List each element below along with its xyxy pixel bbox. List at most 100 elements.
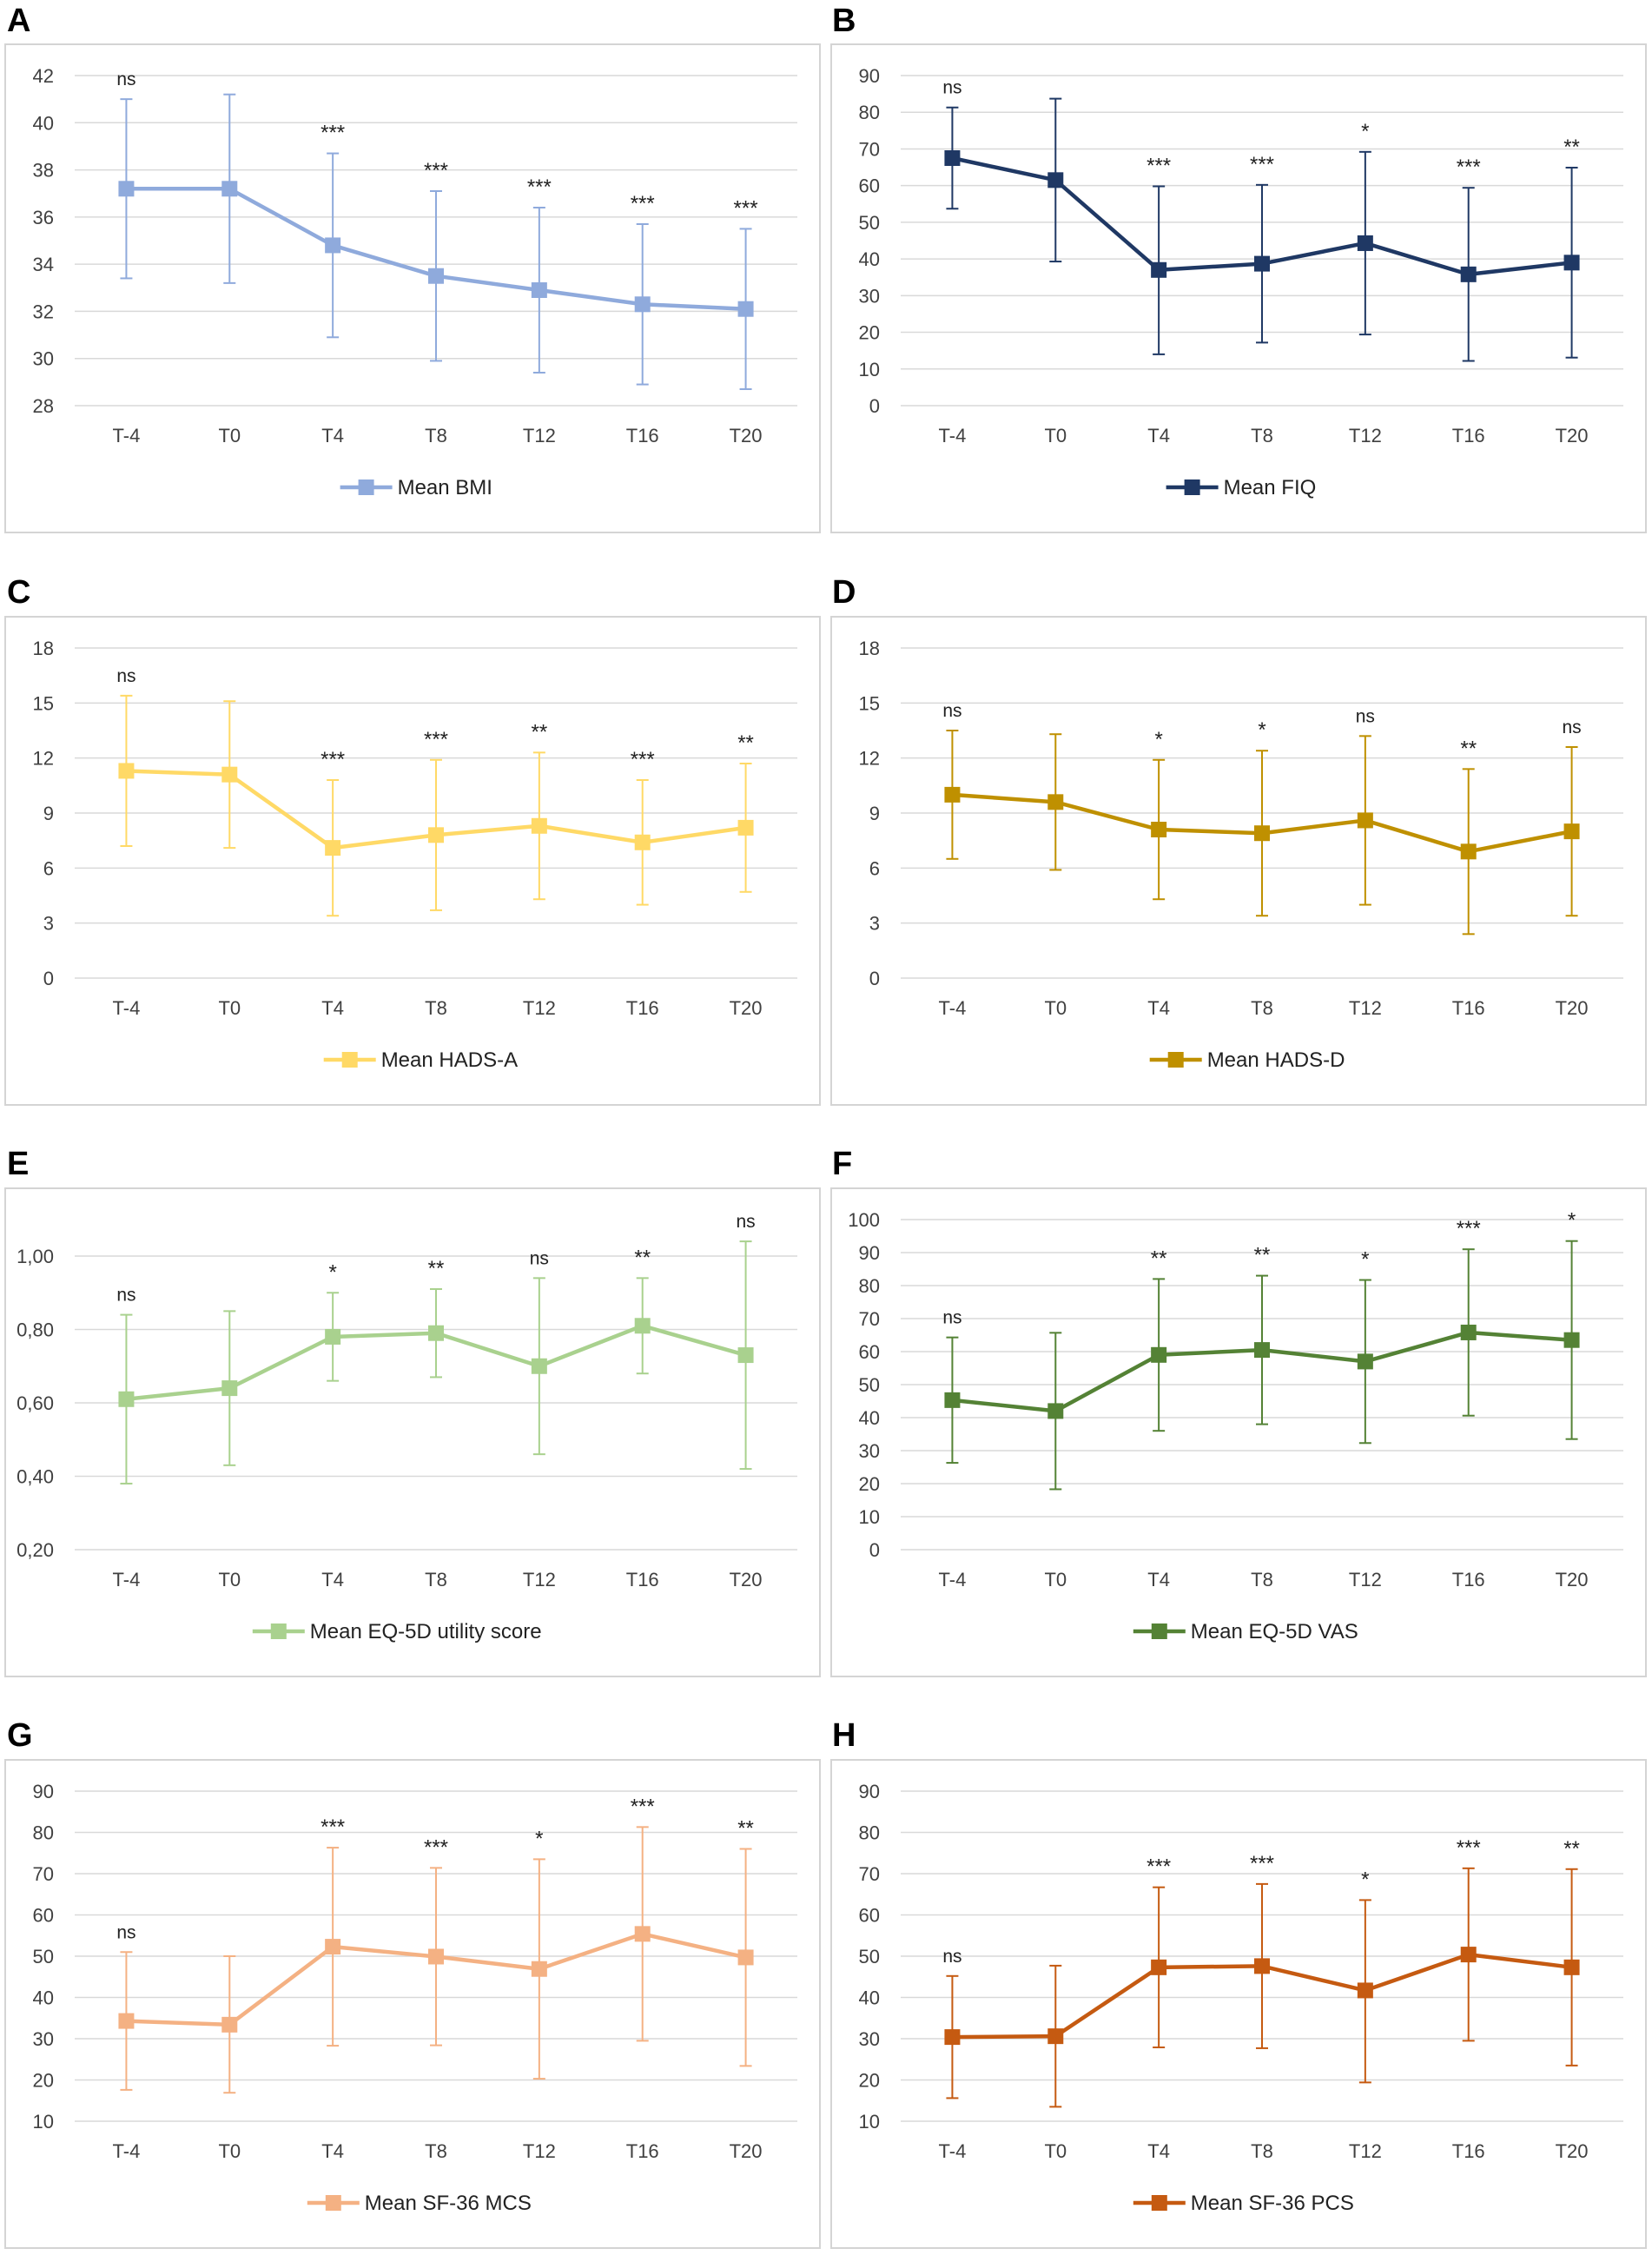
x-tick-label: T0 bbox=[1044, 425, 1067, 446]
significance-label: *** bbox=[631, 192, 655, 215]
significance-label: ** bbox=[737, 731, 754, 755]
data-point-marker bbox=[221, 181, 238, 197]
panel-E: E 0,20 0,40 0,60 0,80 1,00 T-4 T0 T4 T8 T12 T16 T20 n… bbox=[4, 1146, 821, 1677]
data-point-marker bbox=[634, 296, 651, 313]
legend-label: Mean HADS-D bbox=[1207, 1048, 1345, 1072]
data-point-marker bbox=[428, 827, 444, 843]
x-tick-label: T4 bbox=[321, 425, 344, 446]
panel-F: F 0 10 20 30 40 50 60 70 80 90 100 T-4 T0 T4 T8 T12 T16 T2… bbox=[830, 1146, 1647, 1677]
data-point-marker bbox=[1047, 2028, 1064, 2045]
x-tick-label: T4 bbox=[1147, 997, 1170, 1019]
panel-B: B 0 10 20 30 40 50 60 70 80 90 T-4 T0 T4 T8 T12 T16 T20 ns… bbox=[830, 3, 1647, 533]
y-tick-label: 60 bbox=[859, 1905, 880, 1927]
data-point-marker bbox=[428, 268, 444, 284]
x-tick-label: T-4 bbox=[939, 2140, 967, 2162]
y-tick-label: 10 bbox=[859, 359, 880, 380]
data-point-marker bbox=[1254, 1958, 1270, 1974]
data-point-marker bbox=[944, 2029, 961, 2046]
legend-marker bbox=[325, 2195, 341, 2211]
significance-label: ** bbox=[1563, 1837, 1580, 1861]
legend-label: Mean EQ-5D VAS bbox=[1191, 1620, 1358, 1643]
y-tick-label: 30 bbox=[859, 2028, 880, 2050]
data-point-marker bbox=[1357, 1982, 1373, 1999]
y-tick-label: 50 bbox=[859, 212, 880, 234]
y-tick-label: 70 bbox=[859, 1308, 880, 1330]
significance-label: *** bbox=[734, 196, 758, 220]
significance-label: *** bbox=[1250, 1852, 1274, 1875]
data-point-marker bbox=[737, 301, 754, 317]
legend: Mean EQ-5D VAS bbox=[1133, 1620, 1358, 1643]
y-tick-label: 1,00 bbox=[17, 1246, 54, 1267]
significance-label: *** bbox=[1146, 155, 1171, 178]
significance-label: ** bbox=[634, 1246, 651, 1269]
data-point-marker bbox=[428, 1325, 444, 1341]
panel-frame bbox=[830, 1187, 1647, 1677]
y-tick-label: 90 bbox=[33, 1781, 54, 1802]
data-point-marker bbox=[1563, 1332, 1580, 1348]
significance-label: ** bbox=[1151, 1247, 1167, 1270]
x-tick-label: T16 bbox=[1452, 997, 1485, 1019]
y-tick-label: 90 bbox=[859, 1781, 880, 1802]
y-tick-label: 40 bbox=[859, 1987, 880, 2009]
x-tick-label: T4 bbox=[321, 1569, 344, 1590]
significance-label: ns bbox=[116, 1286, 135, 1306]
x-tick-label: T0 bbox=[218, 2140, 241, 2162]
significance-label: *** bbox=[320, 122, 345, 145]
x-tick-label: T20 bbox=[1556, 425, 1589, 446]
data-point-marker bbox=[1254, 255, 1270, 272]
significance-label: * bbox=[1361, 1868, 1369, 1891]
significance-label: * bbox=[535, 1827, 543, 1850]
data-point-marker bbox=[1460, 843, 1477, 860]
y-tick-label: 0,40 bbox=[17, 1466, 54, 1488]
y-tick-label: 0 bbox=[869, 395, 880, 417]
data-point-marker bbox=[1254, 1342, 1270, 1359]
legend: Mean SF-36 MCS bbox=[307, 2192, 532, 2215]
significance-label: ** bbox=[532, 720, 548, 744]
data-point-marker bbox=[221, 766, 238, 783]
legend-marker bbox=[270, 1623, 287, 1639]
panel-letter: H bbox=[832, 1717, 856, 1754]
data-point-marker bbox=[531, 1358, 547, 1374]
data-point-marker bbox=[737, 819, 754, 836]
data-point-marker bbox=[118, 2013, 135, 2029]
y-tick-label: 80 bbox=[859, 1275, 880, 1297]
x-tick-label: T-4 bbox=[113, 2140, 141, 2162]
y-tick-label: 90 bbox=[859, 65, 880, 87]
significance-label: ns bbox=[942, 78, 961, 98]
x-tick-label: T-4 bbox=[113, 425, 141, 446]
x-tick-label: T20 bbox=[730, 425, 763, 446]
data-point-marker bbox=[1047, 1403, 1064, 1419]
x-tick-label: T4 bbox=[1147, 425, 1170, 446]
y-tick-label: 36 bbox=[33, 207, 54, 228]
significance-label: ** bbox=[1460, 737, 1477, 760]
x-tick-label: T12 bbox=[523, 997, 556, 1019]
data-point-marker bbox=[944, 786, 961, 803]
significance-label: ns bbox=[1562, 718, 1581, 737]
x-tick-label: T8 bbox=[425, 425, 447, 446]
y-tick-label: 70 bbox=[33, 1863, 54, 1885]
y-tick-label: 20 bbox=[859, 322, 880, 344]
panel-letter: C bbox=[7, 574, 30, 611]
y-tick-label: 20 bbox=[859, 2070, 880, 2092]
data-point-marker bbox=[1563, 255, 1580, 271]
data-point-marker bbox=[1563, 1959, 1580, 1975]
x-tick-label: T12 bbox=[523, 2140, 556, 2162]
panel-letter: A bbox=[7, 3, 30, 39]
significance-label: *** bbox=[320, 1815, 345, 1839]
x-tick-label: T4 bbox=[1147, 1569, 1170, 1590]
legend-label: Mean SF-36 PCS bbox=[1191, 2192, 1354, 2215]
panel-H: H 10 20 30 40 50 60 70 80 90 T-4 T0 T4 T8 T12 T16 T20 ns *… bbox=[830, 1717, 1647, 2249]
data-point-marker bbox=[1151, 1959, 1167, 1975]
data-point-marker bbox=[428, 1948, 444, 1965]
significance-label: *** bbox=[424, 728, 448, 751]
y-tick-label: 100 bbox=[848, 1209, 880, 1231]
x-tick-label: T16 bbox=[626, 997, 659, 1019]
legend-marker bbox=[1184, 479, 1200, 495]
x-tick-label: T4 bbox=[1147, 2140, 1170, 2162]
panel-letter: D bbox=[832, 574, 856, 611]
x-tick-label: T4 bbox=[321, 997, 344, 1019]
significance-label: ns bbox=[942, 1947, 961, 1967]
x-tick-label: T8 bbox=[1251, 425, 1273, 446]
